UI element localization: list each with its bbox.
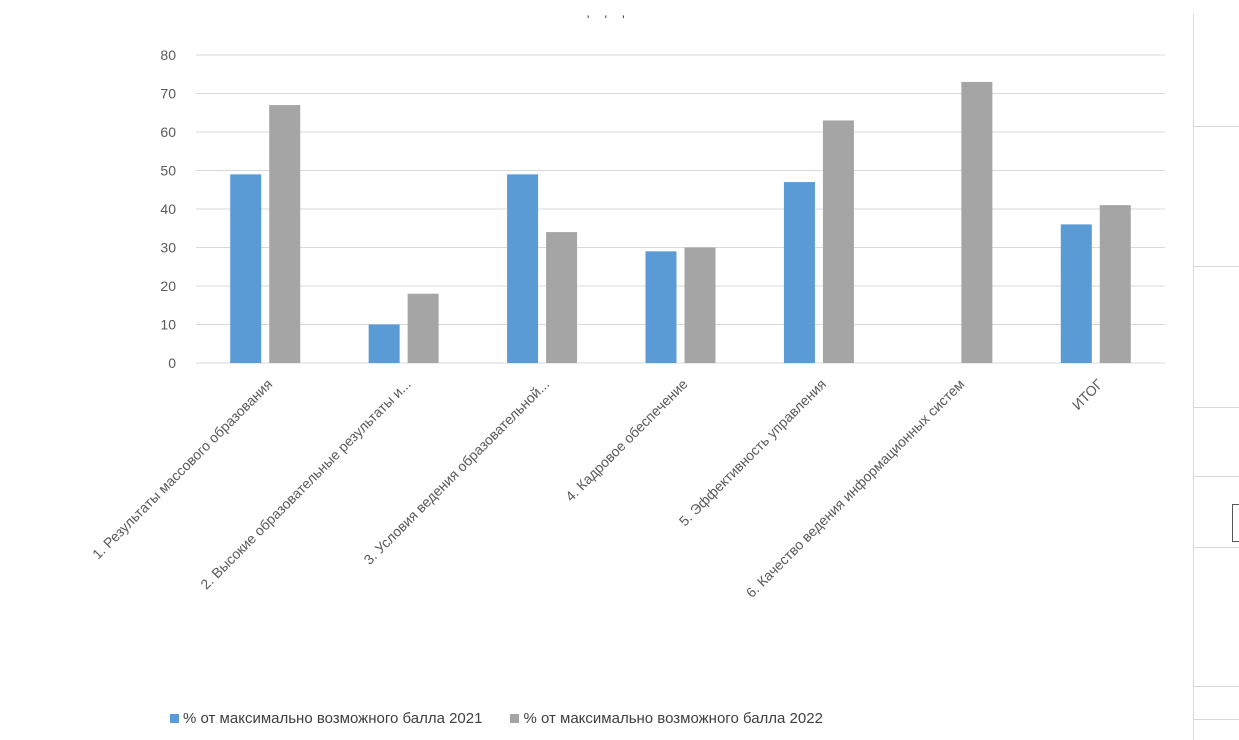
bar bbox=[684, 247, 716, 363]
side-divider bbox=[1194, 407, 1239, 408]
y-tick-label: 40 bbox=[160, 201, 176, 217]
x-tick-label: 2. Высокие образовательные результаты и.… bbox=[197, 376, 414, 593]
bar bbox=[822, 120, 854, 363]
side-divider bbox=[1194, 719, 1239, 720]
legend-item-2022: % от максимально возможного балла 2022 bbox=[510, 710, 823, 727]
y-tick-label: 20 bbox=[160, 278, 176, 294]
x-tick-label: ИТОГ bbox=[1069, 376, 1106, 413]
side-panel bbox=[1193, 14, 1239, 740]
y-tick-label: 70 bbox=[160, 86, 176, 102]
bar bbox=[783, 182, 815, 363]
x-tick-label: 5. Эффективность управления bbox=[676, 376, 829, 529]
bar bbox=[368, 324, 400, 363]
side-divider bbox=[1194, 547, 1239, 548]
x-tick-label: 6. Качество ведения информационных систе… bbox=[743, 376, 968, 601]
legend-item-2021: % от максимально возможного балла 2021 bbox=[170, 710, 482, 727]
legend-swatch-2021 bbox=[170, 714, 179, 723]
side-divider bbox=[1194, 476, 1239, 477]
side-divider bbox=[1194, 266, 1239, 267]
legend-label-2021: % от максимально возможного балла 2021 bbox=[183, 710, 483, 727]
bar bbox=[269, 105, 301, 364]
bar bbox=[1060, 224, 1092, 363]
bar bbox=[230, 174, 262, 363]
y-tick-label: 0 bbox=[168, 355, 176, 371]
y-tick-label: 50 bbox=[160, 163, 176, 179]
y-tick-label: 30 bbox=[160, 240, 176, 256]
legend: % от максимально возможного балла 2021 %… bbox=[170, 710, 823, 727]
y-tick-label: 80 bbox=[160, 47, 176, 63]
x-tick-label: 4. Кадровое обеспечение bbox=[562, 376, 691, 505]
side-box bbox=[1232, 504, 1239, 542]
legend-label-2022: % от максимально возможного балла 2022 bbox=[523, 710, 823, 727]
y-tick-label: 10 bbox=[160, 317, 176, 333]
side-divider bbox=[1194, 126, 1239, 127]
chart-title-fragment: ' ' ' bbox=[587, 13, 631, 27]
y-tick-label: 60 bbox=[160, 124, 176, 140]
bar bbox=[407, 293, 439, 363]
bar bbox=[1099, 205, 1131, 363]
bar bbox=[961, 81, 993, 363]
bar bbox=[507, 174, 539, 363]
bar bbox=[645, 251, 677, 363]
legend-swatch-2022 bbox=[510, 714, 520, 723]
side-divider bbox=[1194, 686, 1239, 687]
bar bbox=[546, 232, 578, 363]
